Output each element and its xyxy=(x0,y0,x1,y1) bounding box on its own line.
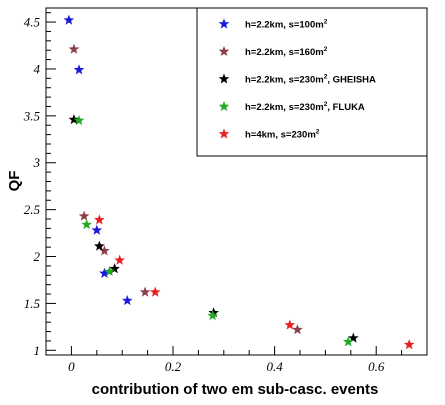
legend-marker-series-4 xyxy=(218,100,230,112)
legend-label-main: h=4km, s=230m xyxy=(245,130,316,141)
legend-label-main: h=2.2km, s=230m xyxy=(245,75,324,86)
data-point-series-1 xyxy=(121,295,133,306)
x-tick-label: 0.6 xyxy=(368,359,385,374)
data-point-series-2 xyxy=(292,324,303,335)
y-tick-label: 2 xyxy=(34,249,41,264)
data-point-series-2 xyxy=(139,286,151,297)
legend-label-series-5: h=4km, s=230m2 xyxy=(245,129,320,141)
y-tick-label: 3.5 xyxy=(23,108,41,123)
legend-label-series-4: h=2.2km, s=230m2, FLUKA xyxy=(245,101,365,113)
y-tick-label: 1.5 xyxy=(24,296,41,311)
legend-label-series-3: h=2.2km, s=230m2, GHEISHA xyxy=(245,74,376,86)
data-point-series-1 xyxy=(91,224,103,235)
data-point-series-3 xyxy=(208,307,219,318)
x-tick-label: 0.4 xyxy=(266,359,283,374)
legend-label-superscript: 2 xyxy=(324,46,328,53)
data-points xyxy=(63,14,415,350)
data-point-series-1 xyxy=(99,267,110,278)
data-point-series-5 xyxy=(284,319,296,330)
legend-label-main: h=2.2km, s=100m xyxy=(245,20,324,31)
data-point-series-3 xyxy=(68,114,80,125)
data-point-series-2 xyxy=(78,210,90,221)
legend-label-main: h=2.2km, s=230m xyxy=(245,102,324,113)
x-axis-title: contribution of two em sub-casc. events xyxy=(92,381,379,398)
legend-label-main: h=2.2km, s=160m xyxy=(245,47,324,58)
legend-label-superscript: 2 xyxy=(324,74,328,81)
data-point-series-4 xyxy=(73,114,85,126)
data-point-series-1 xyxy=(63,14,75,25)
data-point-series-5 xyxy=(149,286,161,297)
legend-marker-series-3 xyxy=(218,73,230,84)
x-tick-label: 0.2 xyxy=(165,359,182,374)
y-tick-label: 4.5 xyxy=(24,15,41,30)
data-point-series-3 xyxy=(94,240,105,251)
x-tick-label: 0 xyxy=(68,359,75,374)
legend-marker-series-2 xyxy=(218,45,230,57)
legend-label-superscript: 2 xyxy=(324,101,328,108)
data-point-series-4 xyxy=(104,265,115,277)
y-tick-label: 3 xyxy=(33,155,41,170)
legend-label-superscript: 2 xyxy=(316,129,320,136)
data-point-series-1 xyxy=(73,64,85,75)
data-point-series-4 xyxy=(81,219,92,230)
y-tick-label: 4 xyxy=(34,61,41,76)
x-axis-ticks: 0 0.2 0.4 0.6 xyxy=(45,346,428,374)
legend-label-series-1: h=2.2km, s=100m2 xyxy=(245,19,328,31)
data-point-series-5 xyxy=(114,254,125,265)
y-axis-title: QF xyxy=(6,171,23,192)
legend-label-suffix: , GHEISHA xyxy=(327,75,376,86)
data-point-series-2 xyxy=(99,245,110,256)
y-tick-label: 2.5 xyxy=(24,202,41,217)
data-point-series-2 xyxy=(68,43,80,54)
legend-label-series-2: h=2.2km, s=160m2 xyxy=(245,46,328,58)
y-axis-ticks: 1 1.5 2 2.5 3 3.5 4 4.5 xyxy=(23,12,56,358)
legend-label-superscript: 2 xyxy=(324,19,328,26)
data-point-series-4 xyxy=(342,336,354,347)
data-point-series-3 xyxy=(348,332,359,343)
data-point-series-5 xyxy=(403,339,415,350)
legend-box xyxy=(196,7,428,157)
y-tick-label: 1 xyxy=(34,343,41,358)
data-point-series-3 xyxy=(109,263,120,274)
data-point-series-4 xyxy=(207,310,218,321)
data-point-series-5 xyxy=(94,214,105,225)
legend-marker-series-1 xyxy=(218,18,230,29)
legend-marker-series-5 xyxy=(218,128,230,139)
legend-label-suffix: , FLUKA xyxy=(327,102,365,113)
